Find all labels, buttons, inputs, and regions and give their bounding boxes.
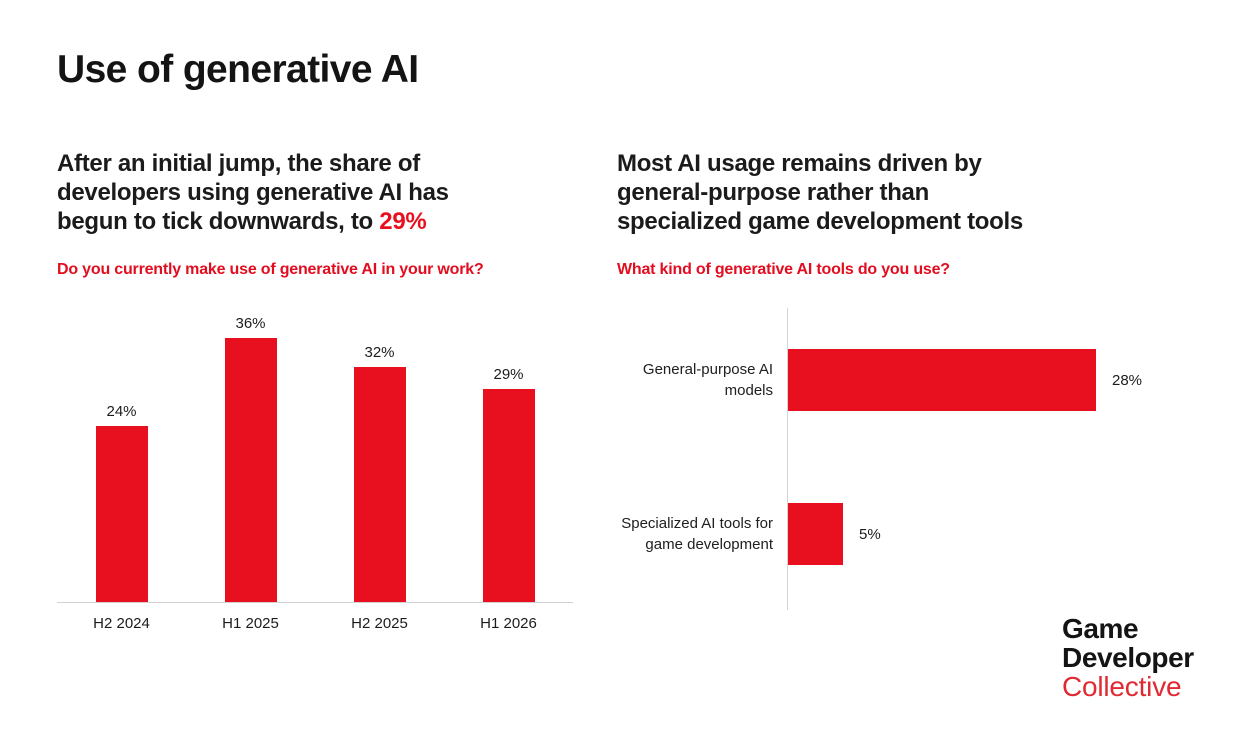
category-label-line: Specialized AI tools for bbox=[621, 515, 773, 532]
right-chart-question: What kind of generative AI tools do you … bbox=[617, 261, 950, 278]
category-label-line: models bbox=[724, 382, 773, 399]
bar-group: 24% bbox=[57, 403, 186, 602]
bar-value-label: 24% bbox=[106, 403, 137, 420]
x-axis-label: H1 2025 bbox=[222, 615, 279, 632]
left-chart-question: Do you currently make use of generative … bbox=[57, 261, 484, 278]
heading-line: general-purpose rather than bbox=[617, 179, 929, 206]
bar-value-label: 29% bbox=[493, 366, 524, 383]
page-title: Use of generative AI bbox=[57, 48, 419, 91]
game-developer-collective-logo: Game Developer Collective bbox=[1062, 614, 1194, 701]
x-axis-label: H2 2024 bbox=[93, 615, 150, 632]
left-chart: 24% 36% 32% 29% bbox=[57, 308, 573, 603]
heading-line: Most AI usage remains driven by bbox=[617, 150, 982, 177]
logo-line-game: Game bbox=[1062, 613, 1139, 644]
heading-highlight-value: 29% bbox=[379, 208, 427, 235]
heading-line: After an initial jump, the share of bbox=[57, 150, 420, 177]
logo-line-collective: Collective bbox=[1062, 671, 1182, 702]
left-section-heading: After an initial jump, the share of deve… bbox=[57, 149, 577, 236]
bar-row: Specialized AI tools for game development… bbox=[605, 503, 1205, 565]
bar-value-label: 5% bbox=[859, 525, 881, 543]
heading-line: begun to tick downwards, to 29% bbox=[57, 207, 577, 236]
bar bbox=[788, 349, 1096, 411]
bar-group: 29% bbox=[444, 366, 573, 602]
category-label-line: General-purpose AI bbox=[642, 361, 773, 378]
category-label-line: game development bbox=[645, 536, 773, 553]
bar bbox=[95, 426, 148, 602]
bar-value-label: 28% bbox=[1112, 371, 1143, 389]
category-label: General-purpose AI models bbox=[605, 349, 773, 411]
x-axis-label: H1 2026 bbox=[480, 615, 537, 632]
right-chart: General-purpose AI models 28% Specialized A… bbox=[605, 308, 1205, 610]
bar-value-label: 36% bbox=[235, 315, 266, 332]
bar bbox=[224, 338, 277, 602]
bar bbox=[482, 389, 535, 602]
bar-group: 36% bbox=[186, 315, 315, 602]
logo-line-developer: Developer bbox=[1062, 642, 1194, 673]
heading-line-text: begun to tick downwards, to bbox=[57, 208, 373, 235]
category-label: Specialized AI tools for game development bbox=[605, 503, 773, 565]
heading-line: specialized game development tools bbox=[617, 208, 1023, 235]
bar-value-label: 32% bbox=[364, 344, 395, 361]
right-chart-axis-line bbox=[787, 308, 788, 610]
left-chart-x-axis-labels: H2 2024 H1 2025 H2 2025 H1 2026 bbox=[57, 615, 573, 632]
bar-group: 32% bbox=[315, 344, 444, 602]
heading-line: developers using generative AI has bbox=[57, 179, 449, 206]
bar-row: General-purpose AI models 28% bbox=[605, 349, 1205, 411]
x-axis-label: H2 2025 bbox=[351, 615, 408, 632]
right-section-heading: Most AI usage remains driven by general-… bbox=[617, 149, 1177, 236]
bar bbox=[353, 367, 406, 602]
bar bbox=[788, 503, 843, 565]
